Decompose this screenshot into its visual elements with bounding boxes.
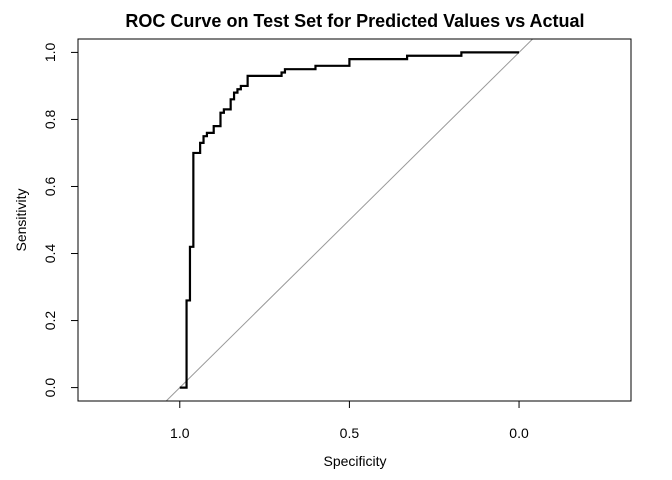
plot-border (77, 38, 632, 402)
y-tick-label: 0.0 (42, 378, 58, 398)
chart-title: ROC Curve on Test Set for Predicted Valu… (125, 11, 584, 31)
x-tick-label: 0.5 (340, 425, 360, 441)
y-axis-label: Sensitivity (13, 188, 29, 251)
y-tick-label: 1.0 (42, 42, 58, 62)
roc-curve-line (179, 51, 520, 389)
reference-diagonal-line (165, 39, 533, 401)
y-tick-label: 0.8 (42, 110, 58, 130)
x-tick-label: 1.0 (170, 425, 190, 441)
plot-area: 1.0 0.5 0.0 0.0 0.2 0.4 0.6 0.8 1.0 (42, 38, 632, 441)
y-tick-label: 0.2 (42, 311, 58, 331)
x-tick-label: 0.0 (509, 425, 529, 441)
x-axis-label: Specificity (323, 453, 386, 469)
y-tick-label: 0.6 (42, 177, 58, 197)
y-tick-label: 0.4 (42, 244, 58, 264)
